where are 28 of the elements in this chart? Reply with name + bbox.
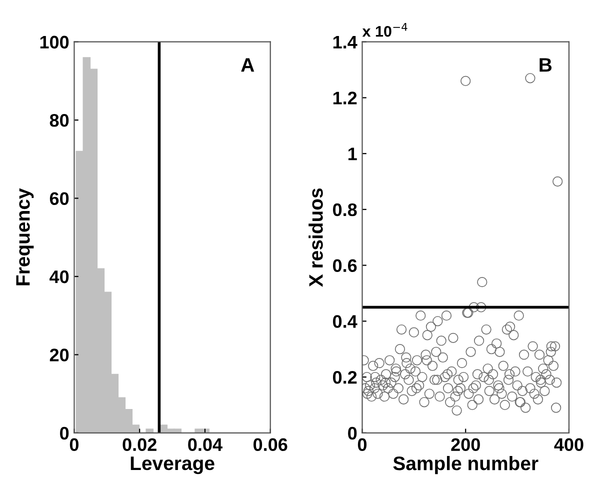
annotation: A (241, 58, 254, 72)
y-axis-title: Frequency (16, 188, 34, 286)
y-axis-title: X residuos (308, 188, 323, 287)
y-tick-label: 0 (348, 426, 357, 440)
x-tick-label: 400 (554, 438, 584, 452)
x-axis-title: Sample number (393, 456, 538, 474)
x-tick-label: 0 (358, 438, 367, 452)
y-tick-label: 0.4 (332, 315, 358, 328)
y-tick-label: 1.4 (333, 36, 358, 48)
y-tick-label: 1 (348, 148, 357, 160)
x-axis-title: Leverage (130, 456, 214, 474)
y-tick-label: 0.6 (332, 259, 357, 272)
y-tick-label: 0 (60, 426, 69, 440)
text: x 10$^{−4}$ (362, 22, 408, 37)
x-tick-label: 0.06 (253, 438, 288, 452)
x-tick-label: 200 (451, 438, 480, 452)
y-tick-label: 20 (50, 348, 69, 362)
x-tick-label: 0.04 (188, 438, 222, 452)
y-tick-label: 1.2 (333, 92, 357, 104)
y-tick-label: 0.8 (332, 203, 357, 216)
y-tick-label: 0.2 (332, 370, 357, 384)
y-tick-label: 40 (50, 270, 69, 284)
x-tick-label: 0.02 (122, 438, 156, 452)
y-tick-label: 60 (50, 192, 69, 205)
x-tick-label: 0 (70, 438, 78, 452)
annotation: B (540, 58, 552, 72)
y-tick-label: 80 (50, 114, 69, 127)
y-tick-label: 100 (40, 36, 69, 49)
